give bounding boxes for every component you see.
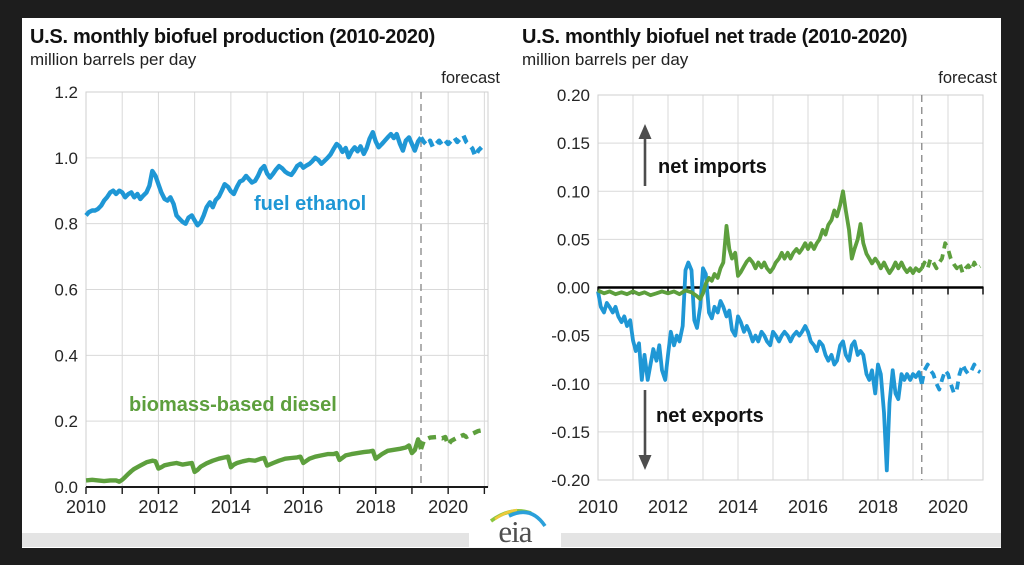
x-tick-label: 2018 <box>356 497 396 517</box>
net-exports-arrowhead-icon <box>638 455 652 470</box>
chart-canvas: U.S. monthly biofuel production (2010-20… <box>22 18 1001 548</box>
left-chart-title: U.S. monthly biofuel production (2010-20… <box>30 26 435 48</box>
x-tick-label: 2012 <box>648 497 688 517</box>
series-line-fuel-ethanol <box>84 130 423 228</box>
eia-logo: eia <box>469 505 561 548</box>
y-tick-label: 0.2 <box>54 412 78 431</box>
net-imports-label: net imports <box>658 156 767 178</box>
series-line-biomass-based-diesel <box>85 437 424 484</box>
y-tick-label: 0.05 <box>557 230 590 249</box>
y-tick-label: -0.10 <box>551 375 590 394</box>
x-tick-label: 2016 <box>788 497 828 517</box>
right-forecast-label: forecast <box>938 69 997 87</box>
net-imports-arrowhead-icon <box>638 124 652 139</box>
y-tick-label: -0.05 <box>551 327 590 346</box>
x-tick-label: 2010 <box>578 497 618 517</box>
y-tick-label: 0.20 <box>557 86 590 105</box>
series-forecast-line-fuel-ethanol <box>419 133 484 159</box>
y-tick-label: 0.6 <box>54 281 78 300</box>
fuel-ethanol-series-label: fuel ethanol <box>254 193 367 215</box>
right-chart-title: U.S. monthly biofuel net trade (2010-202… <box>522 26 908 48</box>
y-tick-label: -0.15 <box>551 423 590 442</box>
y-tick-label: 1.0 <box>54 149 78 168</box>
x-tick-label: 2010 <box>66 497 106 517</box>
y-tick-label: 0.4 <box>54 346 78 365</box>
series-forecast-line-biomass-based-diesel-net-trade <box>920 241 982 275</box>
x-tick-label: 2016 <box>283 497 323 517</box>
y-tick-label: 0.15 <box>557 134 590 153</box>
y-tick-label: 0.10 <box>557 182 590 201</box>
left-forecast-label: forecast <box>441 69 500 87</box>
series-forecast-line-biomass-based-diesel <box>418 428 482 450</box>
y-tick-label: 0.8 <box>54 215 78 234</box>
y-tick-label: -0.20 <box>551 471 590 490</box>
x-tick-label: 2014 <box>211 497 251 517</box>
logo-text: eia <box>498 514 532 548</box>
y-tick-label: 0.0 <box>54 478 78 497</box>
eia-logo-svg: eia <box>489 508 547 548</box>
logo-yellow-arc-icon <box>494 508 518 521</box>
left-chart-units-label: million barrels per day <box>30 50 197 69</box>
x-tick-label: 2014 <box>718 497 758 517</box>
logo-blue-arc-icon <box>508 510 547 528</box>
series-line-biomass-based-diesel-net-trade <box>597 189 924 301</box>
series-line-fuel-ethanol-net-trade <box>596 260 924 473</box>
y-tick-label: 0.00 <box>557 279 590 298</box>
y-tick-label: 1.2 <box>54 83 78 102</box>
x-tick-label: 2020 <box>428 497 468 517</box>
right-chart-units-label: million barrels per day <box>522 50 689 69</box>
net-exports-label: net exports <box>656 405 764 427</box>
x-tick-label: 2020 <box>928 497 968 517</box>
x-tick-label: 2018 <box>858 497 898 517</box>
x-tick-label: 2012 <box>138 497 178 517</box>
biomass-diesel-series-label: biomass-based diesel <box>129 394 337 416</box>
series-forecast-line-fuel-ethanol-net-trade <box>919 362 982 396</box>
